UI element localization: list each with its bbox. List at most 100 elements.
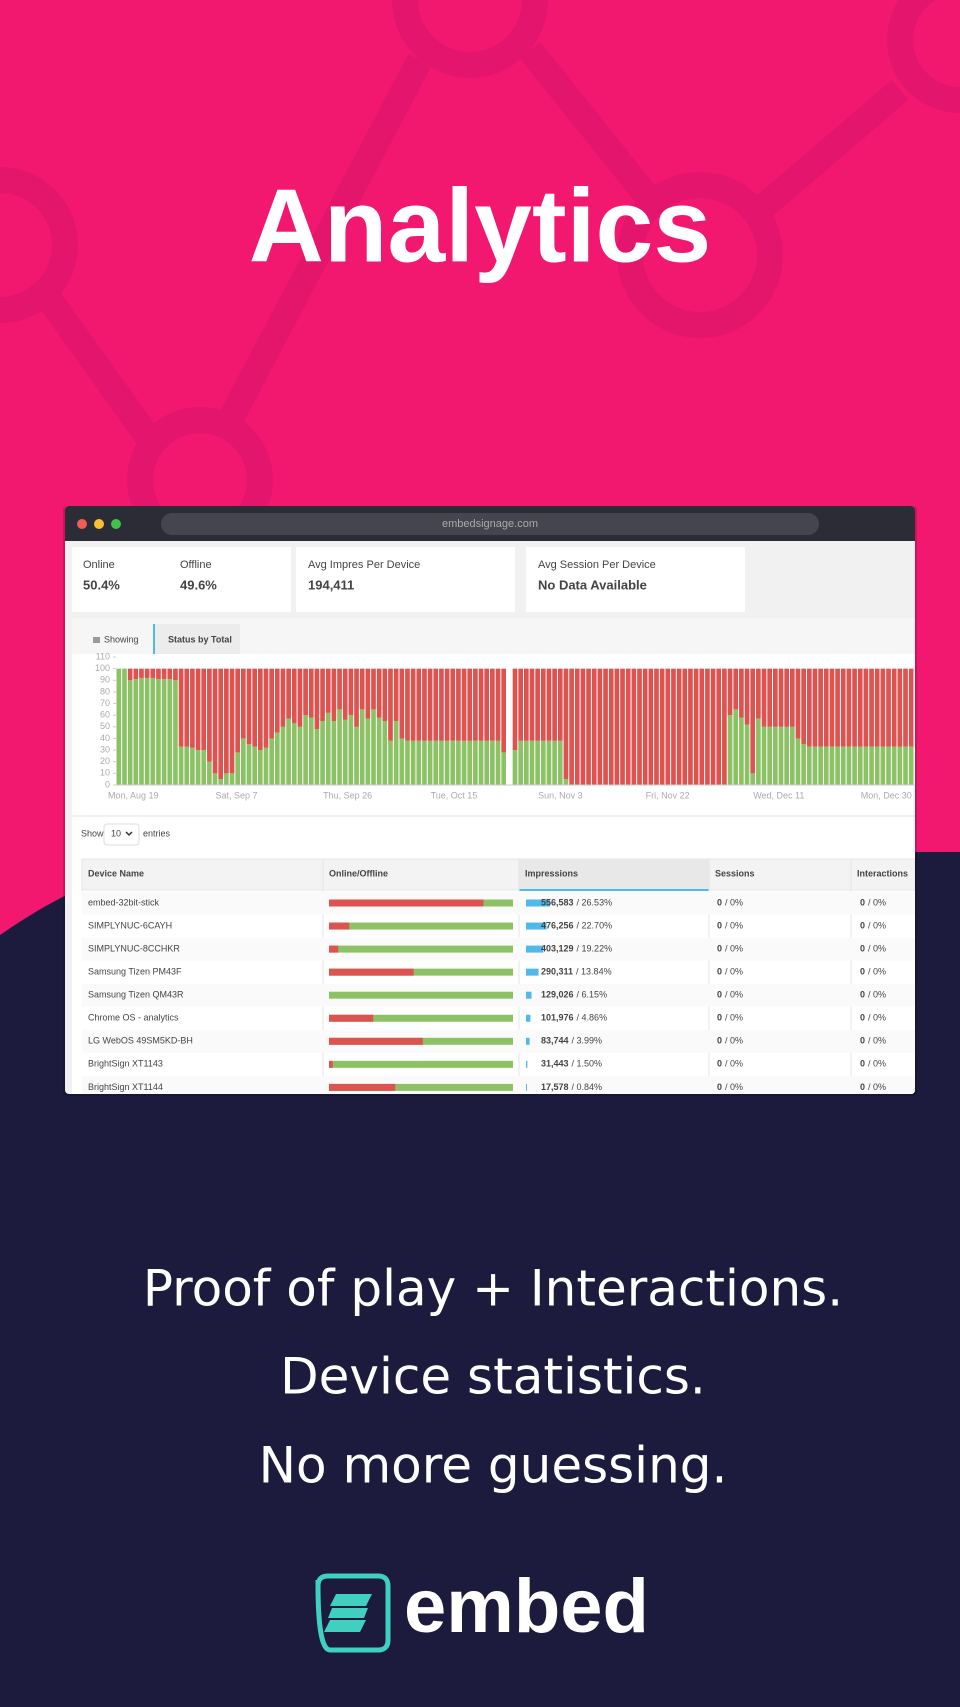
bar-segment bbox=[405, 668, 410, 741]
bar-segment bbox=[778, 726, 784, 785]
bar-segment bbox=[676, 668, 682, 785]
page-size-select[interactable] bbox=[103, 823, 140, 846]
bar-segment bbox=[540, 740, 546, 785]
bar-segment bbox=[840, 746, 846, 785]
cell-share: / 0% bbox=[868, 1013, 886, 1023]
bar-segment bbox=[405, 740, 410, 785]
impression-bar bbox=[526, 991, 532, 999]
bar-segment bbox=[750, 773, 756, 785]
bar-segment bbox=[535, 668, 540, 741]
bar-segment bbox=[523, 668, 529, 741]
bar-segment bbox=[812, 668, 818, 747]
tab-active[interactable] bbox=[153, 624, 240, 654]
cell-value: 476,256 bbox=[541, 920, 574, 930]
chart-icon bbox=[93, 637, 100, 643]
bar-segment bbox=[880, 668, 886, 747]
close-button[interactable] bbox=[77, 519, 87, 529]
column-header: Online/Offline bbox=[329, 868, 388, 878]
bar-segment bbox=[444, 668, 450, 741]
bar-segment bbox=[207, 761, 212, 785]
cell-value: 0 bbox=[717, 897, 722, 907]
cell-share: / 0% bbox=[868, 920, 886, 930]
bar-segment bbox=[280, 668, 286, 727]
y-tick-label: 60 bbox=[100, 710, 110, 720]
bar-segment bbox=[314, 729, 320, 785]
bar-segment bbox=[557, 668, 563, 741]
bar-segment bbox=[246, 668, 252, 745]
bar-segment bbox=[297, 668, 303, 727]
bar-segment bbox=[744, 668, 750, 725]
bar-segment bbox=[512, 668, 518, 751]
bar-segment bbox=[150, 668, 156, 678]
bar-segment bbox=[806, 668, 812, 747]
impression-bar bbox=[526, 945, 544, 953]
bar-segment bbox=[127, 668, 133, 681]
stat-label: Avg Session Per Device bbox=[538, 559, 656, 571]
browser-window: embedsignage.com Online 50.4% Offline 49… bbox=[65, 506, 915, 1094]
bar-segment bbox=[501, 668, 507, 753]
tab[interactable]: Showing bbox=[104, 634, 139, 644]
bar-segment bbox=[501, 752, 507, 785]
impression-bar bbox=[526, 899, 550, 907]
cell-share: / 0.84% bbox=[572, 1082, 603, 1092]
status-track bbox=[329, 922, 513, 930]
bar-segment bbox=[637, 668, 642, 785]
bar-segment bbox=[467, 740, 473, 785]
bar-segment bbox=[761, 668, 767, 727]
status-offline bbox=[329, 1014, 374, 1022]
address-bar[interactable] bbox=[161, 513, 819, 535]
bar-segment bbox=[795, 738, 801, 785]
tab[interactable]: Status by Total bbox=[168, 634, 232, 644]
bar-segment bbox=[195, 750, 201, 785]
bar-segment bbox=[173, 680, 178, 785]
column-header: Device Name bbox=[88, 868, 144, 878]
cell-value: 0 bbox=[860, 943, 865, 953]
bar-segment bbox=[201, 750, 207, 785]
bar-segment bbox=[354, 668, 359, 727]
bar-segment bbox=[908, 746, 914, 785]
bar-segment bbox=[903, 746, 908, 785]
status-track bbox=[329, 1060, 513, 1068]
cell-share: / 0% bbox=[725, 920, 743, 930]
bar-segment bbox=[320, 668, 325, 721]
bar-segment bbox=[631, 668, 637, 785]
bar-segment bbox=[812, 746, 818, 785]
bar-segment bbox=[314, 668, 320, 730]
bar-segment bbox=[337, 668, 342, 710]
device-name: BrightSign XT1144 bbox=[88, 1082, 163, 1092]
status-track bbox=[329, 1014, 513, 1022]
bar-segment bbox=[495, 668, 501, 741]
bar-segment bbox=[365, 718, 371, 785]
y-tick-label: 10 bbox=[100, 768, 110, 778]
bar-segment bbox=[184, 668, 190, 747]
y-tick-label: 100 bbox=[95, 663, 110, 673]
bar-segment bbox=[761, 726, 767, 785]
bar-segment bbox=[846, 668, 852, 747]
maximize-button[interactable] bbox=[111, 519, 121, 529]
bar-segment bbox=[229, 773, 235, 785]
cell-share: / 0% bbox=[725, 967, 743, 977]
cell-value: 0 bbox=[860, 1036, 865, 1046]
bar-segment bbox=[784, 668, 789, 727]
bar-segment bbox=[291, 668, 297, 724]
bar-segment bbox=[699, 668, 705, 785]
decor bbox=[0, 0, 960, 553]
status-offline bbox=[329, 968, 414, 976]
bar-segment bbox=[705, 668, 710, 785]
headline: Analytics bbox=[249, 168, 711, 284]
cell-share: / 0% bbox=[868, 967, 886, 977]
cell-share: / 1.50% bbox=[572, 1059, 603, 1069]
bar-segment bbox=[456, 668, 461, 741]
minimize-button[interactable] bbox=[94, 519, 104, 529]
x-tick-label: Tue, Oct 15 bbox=[431, 790, 478, 800]
impression-bar bbox=[526, 1083, 527, 1091]
stat-label: Offline bbox=[180, 559, 212, 571]
bar-segment bbox=[614, 668, 620, 785]
bar-segment bbox=[625, 668, 631, 785]
cell-value: 0 bbox=[717, 920, 722, 930]
bar-segment bbox=[569, 668, 574, 785]
bar-segment bbox=[886, 746, 891, 785]
column-header: Sessions bbox=[715, 868, 755, 878]
device-name: SIMPLYNUC-6CAYH bbox=[88, 920, 172, 930]
